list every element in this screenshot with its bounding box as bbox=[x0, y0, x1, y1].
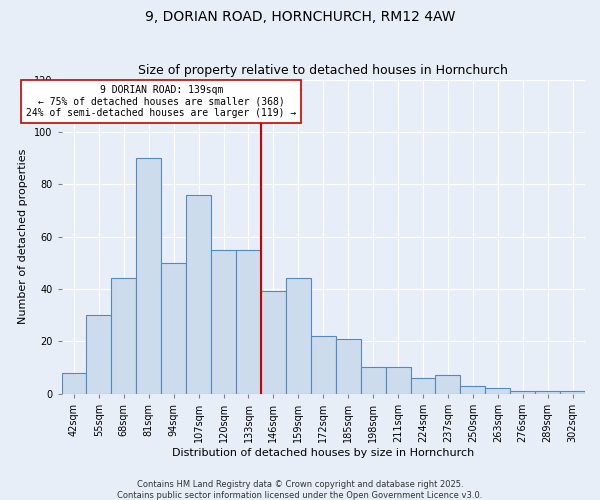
Bar bbox=[261, 292, 286, 394]
Text: Contains HM Land Registry data © Crown copyright and database right 2025.
Contai: Contains HM Land Registry data © Crown c… bbox=[118, 480, 482, 500]
X-axis label: Distribution of detached houses by size in Hornchurch: Distribution of detached houses by size … bbox=[172, 448, 475, 458]
Bar bbox=[186, 194, 211, 394]
Text: 9, DORIAN ROAD, HORNCHURCH, RM12 4AW: 9, DORIAN ROAD, HORNCHURCH, RM12 4AW bbox=[145, 10, 455, 24]
Bar bbox=[211, 250, 236, 394]
Bar bbox=[436, 375, 460, 394]
Bar bbox=[86, 315, 112, 394]
Bar bbox=[361, 368, 386, 394]
Title: Size of property relative to detached houses in Hornchurch: Size of property relative to detached ho… bbox=[139, 64, 508, 77]
Bar bbox=[485, 388, 510, 394]
Bar bbox=[311, 336, 336, 394]
Bar bbox=[560, 391, 585, 394]
Bar bbox=[336, 338, 361, 394]
Bar bbox=[460, 386, 485, 394]
Bar bbox=[410, 378, 436, 394]
Bar bbox=[510, 391, 535, 394]
Bar bbox=[386, 368, 410, 394]
Bar bbox=[286, 278, 311, 394]
Bar bbox=[136, 158, 161, 394]
Bar bbox=[62, 372, 86, 394]
Bar bbox=[112, 278, 136, 394]
Text: 9 DORIAN ROAD: 139sqm
← 75% of detached houses are smaller (368)
24% of semi-det: 9 DORIAN ROAD: 139sqm ← 75% of detached … bbox=[26, 85, 296, 118]
Bar bbox=[236, 250, 261, 394]
Bar bbox=[535, 391, 560, 394]
Bar bbox=[161, 262, 186, 394]
Y-axis label: Number of detached properties: Number of detached properties bbox=[19, 149, 28, 324]
